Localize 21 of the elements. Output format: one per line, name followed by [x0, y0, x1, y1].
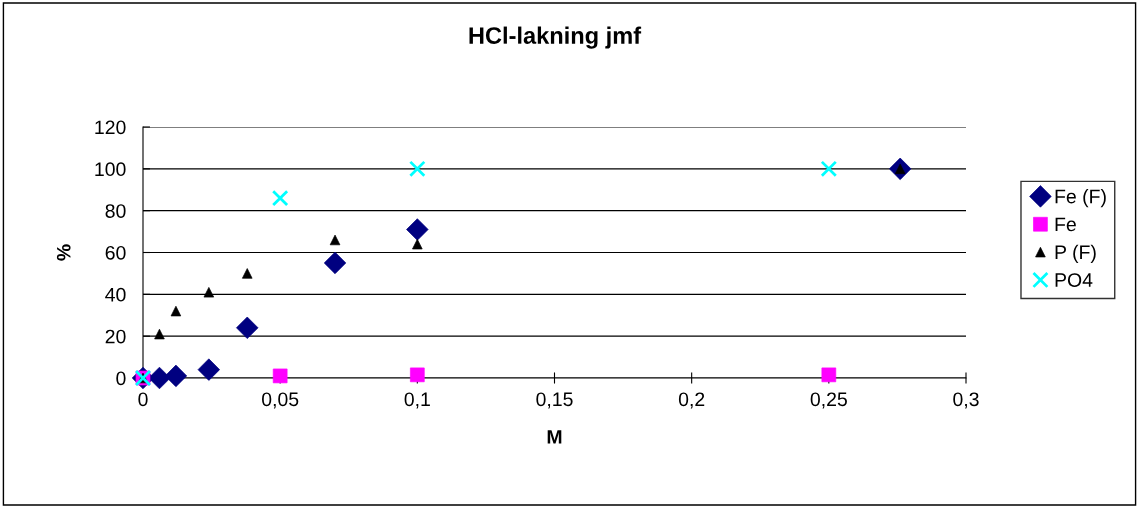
x-tick-label: 0,05	[262, 392, 299, 409]
chart-title: HCl-lakning jmf	[469, 26, 642, 49]
y-tick-label: 0	[116, 371, 126, 386]
legend-label: PO4	[1055, 273, 1093, 287]
x-tick-label: 0,3	[953, 392, 979, 409]
x-axis-title: M	[547, 430, 562, 444]
y-tick-label: 20	[105, 329, 126, 344]
x-tick-label: 0	[138, 392, 148, 407]
x-tick-label: 0,2	[678, 392, 705, 409]
y-tick-label: 120	[95, 120, 126, 135]
y-axis-title: %	[56, 244, 71, 261]
x-tick-label: 0,1	[404, 392, 430, 409]
y-tick-label: 60	[105, 245, 126, 260]
legend-label: P (F)	[1055, 244, 1096, 263]
y-tick-label: 100	[95, 162, 126, 177]
x-tick-label: 0,15	[536, 392, 573, 409]
x-tick-label: 0,25	[810, 392, 847, 409]
y-tick-label: 80	[105, 204, 126, 218]
legend-label: Fe (F)	[1055, 189, 1106, 208]
y-tick-label: 40	[105, 287, 126, 302]
legend-label: Fe	[1055, 217, 1076, 232]
